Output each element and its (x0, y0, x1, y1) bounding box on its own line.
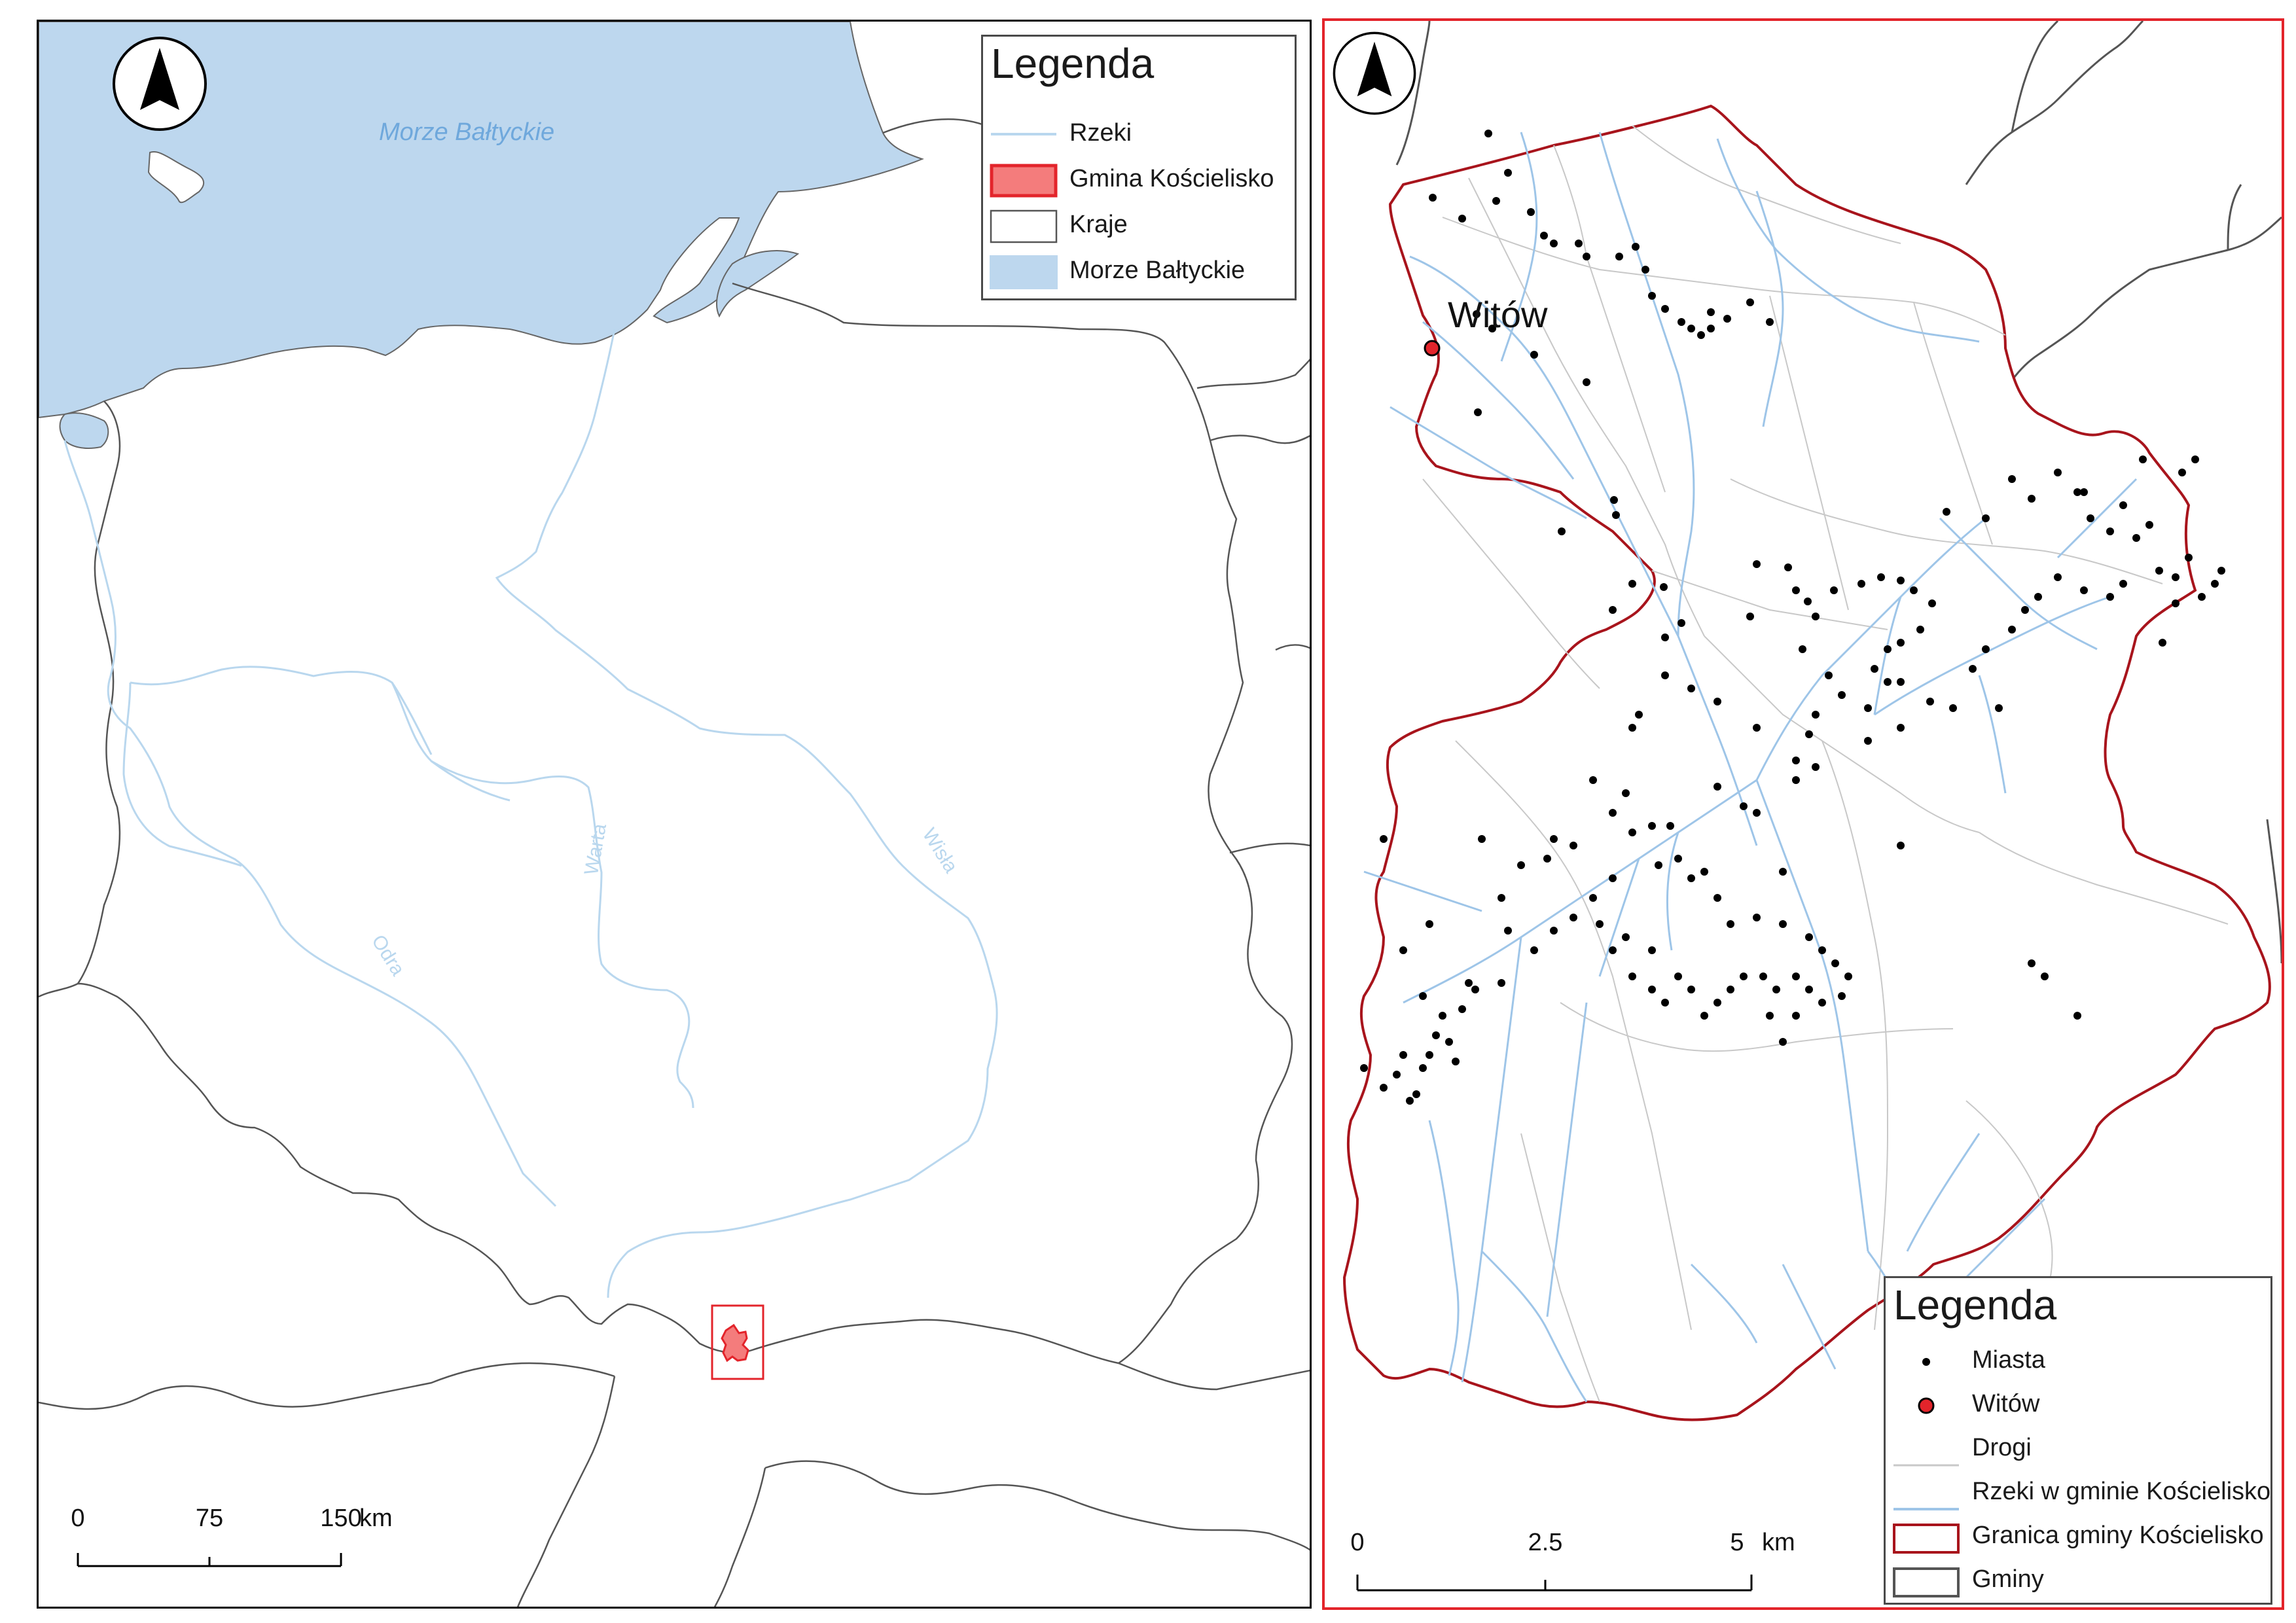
scale-tick-label: 150 (320, 1505, 362, 1532)
gmina-locator-box (711, 1304, 764, 1380)
scale-tick-label: 5 (1730, 1529, 1744, 1556)
szczecin-lagoon (59, 412, 109, 449)
legend-item-gmina-rivers: Rzeki w gminie Kościelisko (1886, 1474, 2270, 1513)
town-dot-icon (1922, 1358, 1930, 1366)
overview-legend: Legenda Rzeki Gmina Kościelisko Kraje Mo… (981, 35, 1297, 300)
legend-label: Drogi (1972, 1434, 2032, 1461)
legend-title: Legenda (991, 40, 1155, 87)
legend-item-countries: Kraje (983, 207, 1295, 246)
witow-marker-icon (1918, 1397, 1935, 1414)
legend-item-rivers: Rzeki (983, 115, 1295, 154)
legend-item-roads: Drogi (1886, 1430, 2270, 1469)
north-arrow-icon (113, 37, 207, 131)
legend-item-gminy: Gminy (1886, 1561, 2270, 1601)
legend-label: Morze Bałtyckie (1069, 257, 1246, 284)
legend-title: Legenda (1893, 1281, 2057, 1329)
gmina-fill-icon (990, 164, 1058, 198)
gminy-boundaries (1395, 21, 2282, 964)
scalebar-line (1356, 1575, 1753, 1592)
scale-unit: km (1762, 1529, 1795, 1556)
legend-label: Rzeki (1069, 119, 1132, 147)
north-arrow-icon (1333, 31, 1416, 115)
gmina-boundary-icon (1893, 1524, 1960, 1554)
legend-label: Witów (1972, 1390, 2040, 1418)
towns (1360, 130, 2225, 1105)
scale-tick-label: 75 (195, 1505, 224, 1532)
legend-item-sea: Morze Bałtyckie (983, 253, 1295, 292)
legend-label: Granica gminy Kościelisko (1972, 1522, 2264, 1549)
rivers (63, 329, 998, 1298)
scale-tick-label: 0 (1350, 1529, 1365, 1556)
island (147, 151, 205, 204)
scale-tick-label: 2.5 (1528, 1529, 1563, 1556)
gmina-rivers (1363, 132, 2138, 1402)
scalebar-line (77, 1553, 342, 1567)
scale-unit: km (359, 1505, 393, 1532)
legend-label: Gmina Kościelisko (1069, 165, 1274, 192)
legend-label: Kraje (1069, 211, 1128, 238)
river-warta (130, 666, 694, 1109)
river-vistula (495, 329, 998, 1298)
river-line-icon (1893, 1508, 1959, 1510)
gmina-map-panel: Witów Legenda Miasta Witów Drogi Rzeki w… (1322, 18, 2284, 1610)
river-line-icon (991, 133, 1056, 135)
road-line-icon (1893, 1464, 1959, 1467)
legend-item-gmina-boundary: Granica gminy Kościelisko (1886, 1518, 2270, 1557)
roads (1422, 125, 2229, 1402)
scale-tick-label: 0 (71, 1505, 85, 1532)
sea-label: Morze Bałtyckie (379, 118, 555, 146)
river-odra (63, 440, 557, 1207)
overview-scalebar: 0 75 150 km (71, 1505, 393, 1577)
overview-map (39, 22, 1310, 1607)
baltic-sea (39, 22, 924, 419)
legend-item-towns: Miasta (1886, 1342, 2270, 1382)
legend-item-gmina: Gmina Kościelisko (983, 161, 1295, 200)
legend-label: Miasta (1972, 1346, 2045, 1374)
gmina-map (1342, 21, 2282, 1421)
legend-label: Rzeki w gminie Kościelisko (1972, 1478, 2271, 1505)
gmina-koscielisko-overview (721, 1323, 749, 1363)
country-borders (39, 93, 1310, 1607)
gmina-legend: Legenda Miasta Witów Drogi Rzeki w gmini… (1884, 1276, 2272, 1605)
legend-label: Gminy (1972, 1565, 2044, 1593)
gminy-outline-icon (1893, 1567, 1960, 1597)
witow-label: Witów (1448, 294, 1548, 335)
river-warta-branch (391, 682, 433, 755)
witow-marker (1424, 340, 1441, 357)
overview-map-panel: Morze Bałtyckie Warta Wisła Odra Legenda… (37, 20, 1312, 1609)
gmina-scalebar: 0 2.5 5 km (1350, 1525, 1822, 1603)
country-outline-icon (990, 209, 1058, 243)
sea-fill-icon (990, 255, 1058, 289)
legend-item-witow: Witów (1886, 1386, 2270, 1425)
